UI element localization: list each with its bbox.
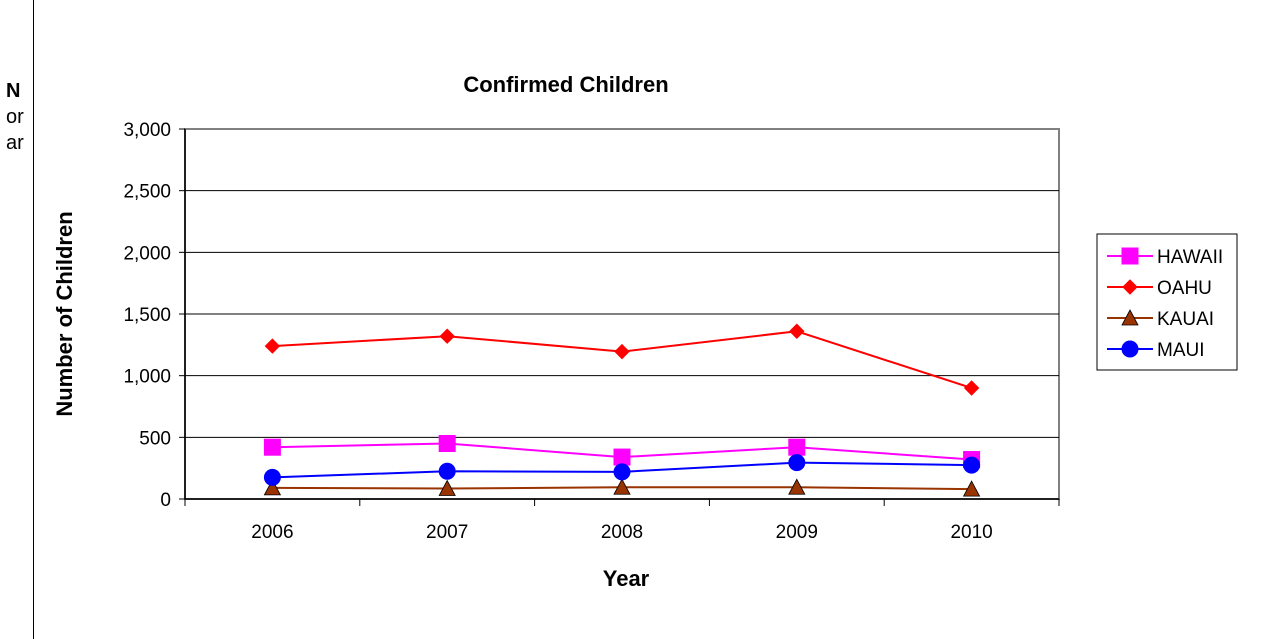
data-point-oahu [439, 328, 455, 344]
legend-label-maui: MAUI [1157, 340, 1205, 361]
background-text-fragments: N or ar [0, 0, 34, 624]
data-point-kauai [613, 478, 631, 495]
data-point-oahu [963, 380, 980, 396]
data-point-kauai [438, 479, 456, 496]
data-point-oahu [264, 338, 281, 354]
legend-marker-hawaii [1121, 247, 1139, 265]
data-point-maui [613, 463, 631, 481]
x-tick-label: 2006 [251, 522, 293, 543]
y-tick-label: 2,500 [123, 182, 171, 203]
y-tick-label: 0 [160, 490, 171, 511]
data-point-maui [438, 462, 456, 480]
chart-title: Confirmed Children [463, 72, 668, 97]
legend-label-oahu: OAHU [1157, 278, 1212, 299]
x-axis-label: Year [603, 566, 650, 591]
data-point-kauai [962, 480, 981, 497]
data-point-maui [963, 456, 981, 474]
y-tick-label: 2,000 [123, 243, 171, 264]
data-point-kauai [263, 479, 282, 496]
data-point-hawaii [263, 438, 281, 456]
data-point-maui [263, 468, 281, 486]
x-tick-label: 2010 [950, 522, 992, 543]
y-tick-label: 3,000 [123, 120, 171, 141]
legend-marker-oahu [1122, 279, 1138, 295]
background-fragment-2: or [6, 106, 24, 128]
y-tick-label: 1,500 [123, 305, 171, 326]
y-tick-label: 500 [139, 428, 171, 449]
legend-marker-kauai [1121, 309, 1139, 326]
legend-label-kauai: KAUAI [1157, 309, 1214, 330]
x-tick-label: 2009 [776, 522, 818, 543]
background-fragment-3: ar [6, 132, 24, 154]
y-tick-label: 1,000 [123, 367, 171, 388]
data-point-kauai [788, 478, 806, 495]
data-point-hawaii [788, 438, 806, 456]
data-point-maui [788, 454, 806, 472]
background-fragment-1: N [6, 80, 21, 102]
data-point-oahu [789, 323, 805, 339]
legend-marker-maui [1121, 340, 1139, 358]
line-chart: Confirmed Children Year Number of Childr… [52, 72, 1238, 591]
data-point-hawaii [613, 448, 631, 466]
x-tick-label: 2007 [426, 522, 468, 543]
x-tick-label: 2008 [601, 522, 643, 543]
legend-label-hawaii: HAWAII [1157, 247, 1223, 268]
data-point-hawaii [438, 435, 456, 452]
data-point-oahu [614, 343, 630, 360]
y-axis-label: Number of Children [52, 211, 77, 416]
